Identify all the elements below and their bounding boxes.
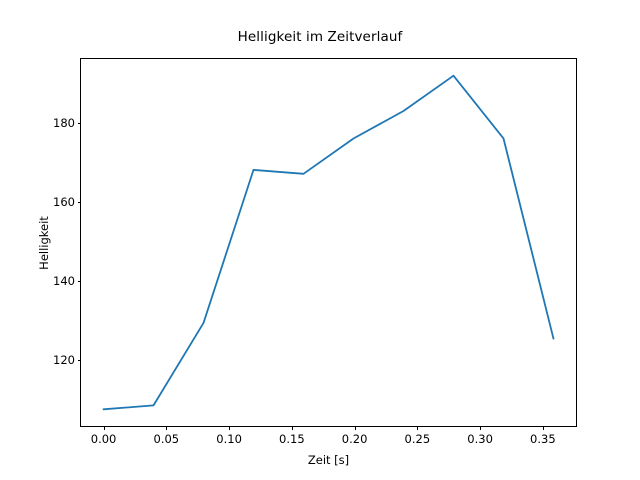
- y-tick-label: 160: [53, 195, 75, 210]
- y-tick-mark: [77, 202, 81, 204]
- x-tick-label: 0.10: [216, 432, 242, 446]
- x-tick-mark: [542, 426, 544, 430]
- x-tick-mark: [417, 426, 419, 430]
- x-tick-label: 0.05: [153, 432, 180, 446]
- x-tick-label: 0.20: [341, 432, 368, 446]
- y-tick-label: 180: [53, 116, 75, 131]
- y-tick-label: 140: [53, 273, 75, 288]
- x-tick-mark: [166, 426, 168, 430]
- chart-title: Helligkeit im Zeitverlauf: [237, 29, 403, 45]
- x-tick-mark: [354, 426, 356, 430]
- x-tick-mark: [229, 426, 231, 430]
- x-tick-label: 0.25: [404, 432, 431, 446]
- y-tick-label: 120: [53, 352, 75, 367]
- y-tick-mark: [77, 359, 81, 361]
- line-plot-svg: [81, 59, 576, 426]
- x-axis-label: Zeit [s]: [307, 453, 350, 467]
- x-tick-label: 0.00: [90, 432, 117, 446]
- data-series-line: [103, 76, 553, 410]
- x-tick-mark: [480, 426, 482, 430]
- x-tick-label: 0.30: [467, 432, 493, 446]
- x-tick-label: 0.15: [279, 432, 305, 446]
- plot-axes: Helligkeit Zeit [s] 120 140 160 180 0.00 0.0…: [37, 58, 577, 467]
- y-axis-label: Helligkeit: [37, 216, 51, 270]
- x-tick-mark: [103, 426, 105, 430]
- y-tick-mark: [77, 123, 81, 125]
- y-tick-mark: [77, 280, 81, 282]
- x-tick-mark: [291, 426, 293, 430]
- x-tick-label: 0.35: [530, 432, 556, 446]
